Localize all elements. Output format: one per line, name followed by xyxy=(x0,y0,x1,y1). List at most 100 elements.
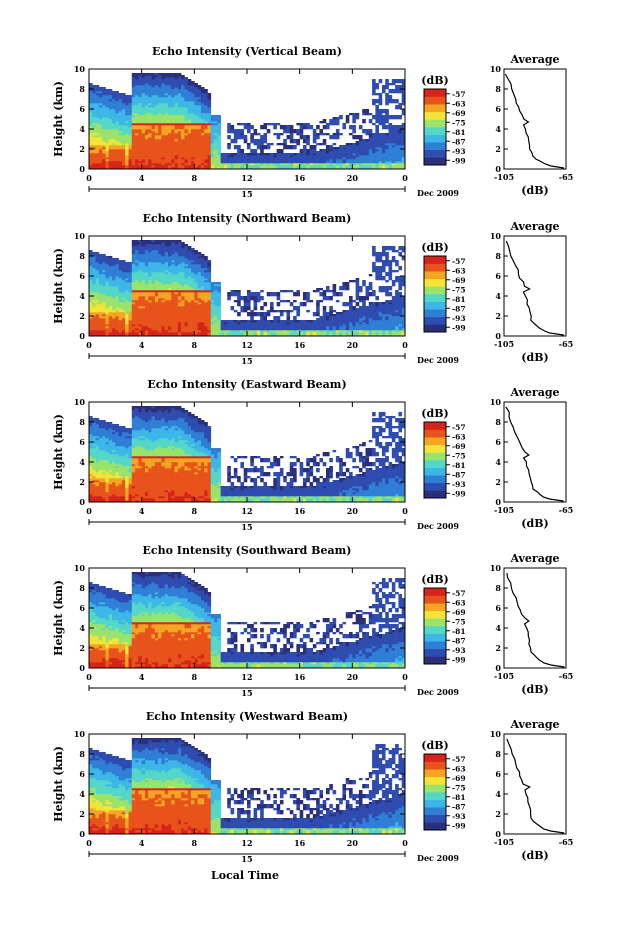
heatmap-cell xyxy=(118,135,123,138)
heatmap-cell xyxy=(385,103,389,106)
heatmap-cell xyxy=(141,107,146,110)
heatmap-cell xyxy=(273,167,277,169)
heatmap-cell xyxy=(378,113,383,116)
heatmap-cell xyxy=(92,332,96,335)
heatmap-cell xyxy=(326,145,330,148)
heatmap-cell xyxy=(161,121,166,124)
heatmap-cell xyxy=(141,272,146,275)
heatmap-cell xyxy=(164,260,169,263)
heatmap-cell xyxy=(89,109,93,112)
heatmap-cell xyxy=(138,252,142,255)
heatmap-cell xyxy=(204,139,208,142)
heatmap-cell xyxy=(279,310,284,313)
heatmap-cell xyxy=(168,322,172,325)
heatmap-cell xyxy=(164,306,169,309)
heatmap-cell xyxy=(200,254,205,257)
heatmap-cell xyxy=(296,292,300,295)
heatmap-cell xyxy=(164,83,169,86)
heatmap-cell xyxy=(299,161,304,164)
heatmap-cell xyxy=(95,149,100,152)
heatmap-cell xyxy=(184,95,189,98)
heatmap-cell xyxy=(184,266,189,269)
heatmap-cell xyxy=(256,165,261,168)
heatmap-cell xyxy=(102,125,106,128)
heatmap-cell xyxy=(131,256,136,259)
heatmap-cell xyxy=(378,95,383,98)
heatmap-cell xyxy=(289,310,294,313)
heatmap-cell xyxy=(191,81,195,84)
heatmap-cell xyxy=(95,280,100,283)
heatmap-cell xyxy=(158,296,162,299)
heatmap-cell xyxy=(312,155,317,158)
heatmap-cell xyxy=(332,135,337,138)
heatmap-cell xyxy=(184,308,189,311)
heatmap-cell xyxy=(335,117,340,120)
heatmap-cell xyxy=(306,326,310,329)
heatmap-cell xyxy=(154,310,159,313)
heatmap-cell xyxy=(158,294,162,297)
heatmap-cell xyxy=(401,139,405,142)
heatmap-cell xyxy=(128,306,133,309)
heatmap-cell xyxy=(161,324,166,327)
heatmap-cell xyxy=(131,280,136,283)
heatmap-cell xyxy=(92,300,96,303)
heatmap-cell xyxy=(128,145,133,148)
heatmap-cell xyxy=(105,121,110,124)
heatmap-cell xyxy=(158,332,162,335)
heatmap-cell xyxy=(138,87,142,90)
heatmap-cell xyxy=(210,133,215,136)
heatmap-cell xyxy=(191,85,195,88)
heatmap-cell xyxy=(125,127,129,130)
heatmap-cell xyxy=(187,282,192,285)
heatmap-cell xyxy=(243,300,248,303)
heatmap-cell xyxy=(230,125,235,128)
heatmap-cell xyxy=(177,326,182,329)
heatmap-cell xyxy=(168,278,172,281)
heatmap-cell xyxy=(296,159,300,162)
heatmap-cell xyxy=(306,143,310,146)
heatmap-cell xyxy=(339,145,343,148)
heatmap-cell xyxy=(108,256,113,259)
heatmap-cell xyxy=(194,143,198,146)
heatmap-cell xyxy=(200,284,205,287)
heatmap-cell xyxy=(349,159,353,162)
heatmap-cell xyxy=(121,328,126,331)
heatmap-cell xyxy=(230,131,235,134)
heatmap-cell xyxy=(118,274,123,277)
heatmap-cell xyxy=(401,155,405,158)
heatmap-cell xyxy=(243,304,248,307)
heatmap-cell xyxy=(266,328,271,331)
heatmap-cell xyxy=(191,326,195,329)
heatmap-cell xyxy=(158,328,162,331)
heatmap-cell xyxy=(302,304,307,307)
heatmap-cell xyxy=(266,324,271,327)
heatmap-cell xyxy=(279,157,284,160)
heatmap-cell xyxy=(200,153,205,156)
heatmap-cell xyxy=(161,258,166,261)
heatmap-cell xyxy=(177,314,182,317)
heatmap-cell xyxy=(144,129,149,132)
heatmap-cell xyxy=(171,332,175,335)
heatmap-cell xyxy=(174,248,179,251)
heatmap-cell xyxy=(365,109,370,112)
heatmap-cell xyxy=(171,85,175,88)
heatmap-cell xyxy=(289,334,294,336)
heatmap-cell xyxy=(210,129,215,132)
heatmap-cell xyxy=(112,103,116,106)
colorbar-tick-label: -63 xyxy=(452,99,466,108)
heatmap-cell xyxy=(286,131,291,134)
heatmap-cell xyxy=(352,113,356,116)
heatmap-cell xyxy=(210,296,215,299)
heatmap-cell xyxy=(187,121,192,124)
heatmap-cell xyxy=(128,121,133,124)
heatmap-cell xyxy=(171,304,175,307)
heatmap-cell xyxy=(256,143,261,146)
heatmap-cell xyxy=(121,300,126,303)
heatmap-cell xyxy=(148,95,152,98)
heatmap-cell xyxy=(319,129,324,132)
heatmap-cell xyxy=(385,115,389,118)
heatmap-cell xyxy=(92,97,96,100)
heatmap-cell xyxy=(138,151,142,154)
heatmap-cell xyxy=(217,135,221,138)
heatmap-cell xyxy=(98,121,103,124)
